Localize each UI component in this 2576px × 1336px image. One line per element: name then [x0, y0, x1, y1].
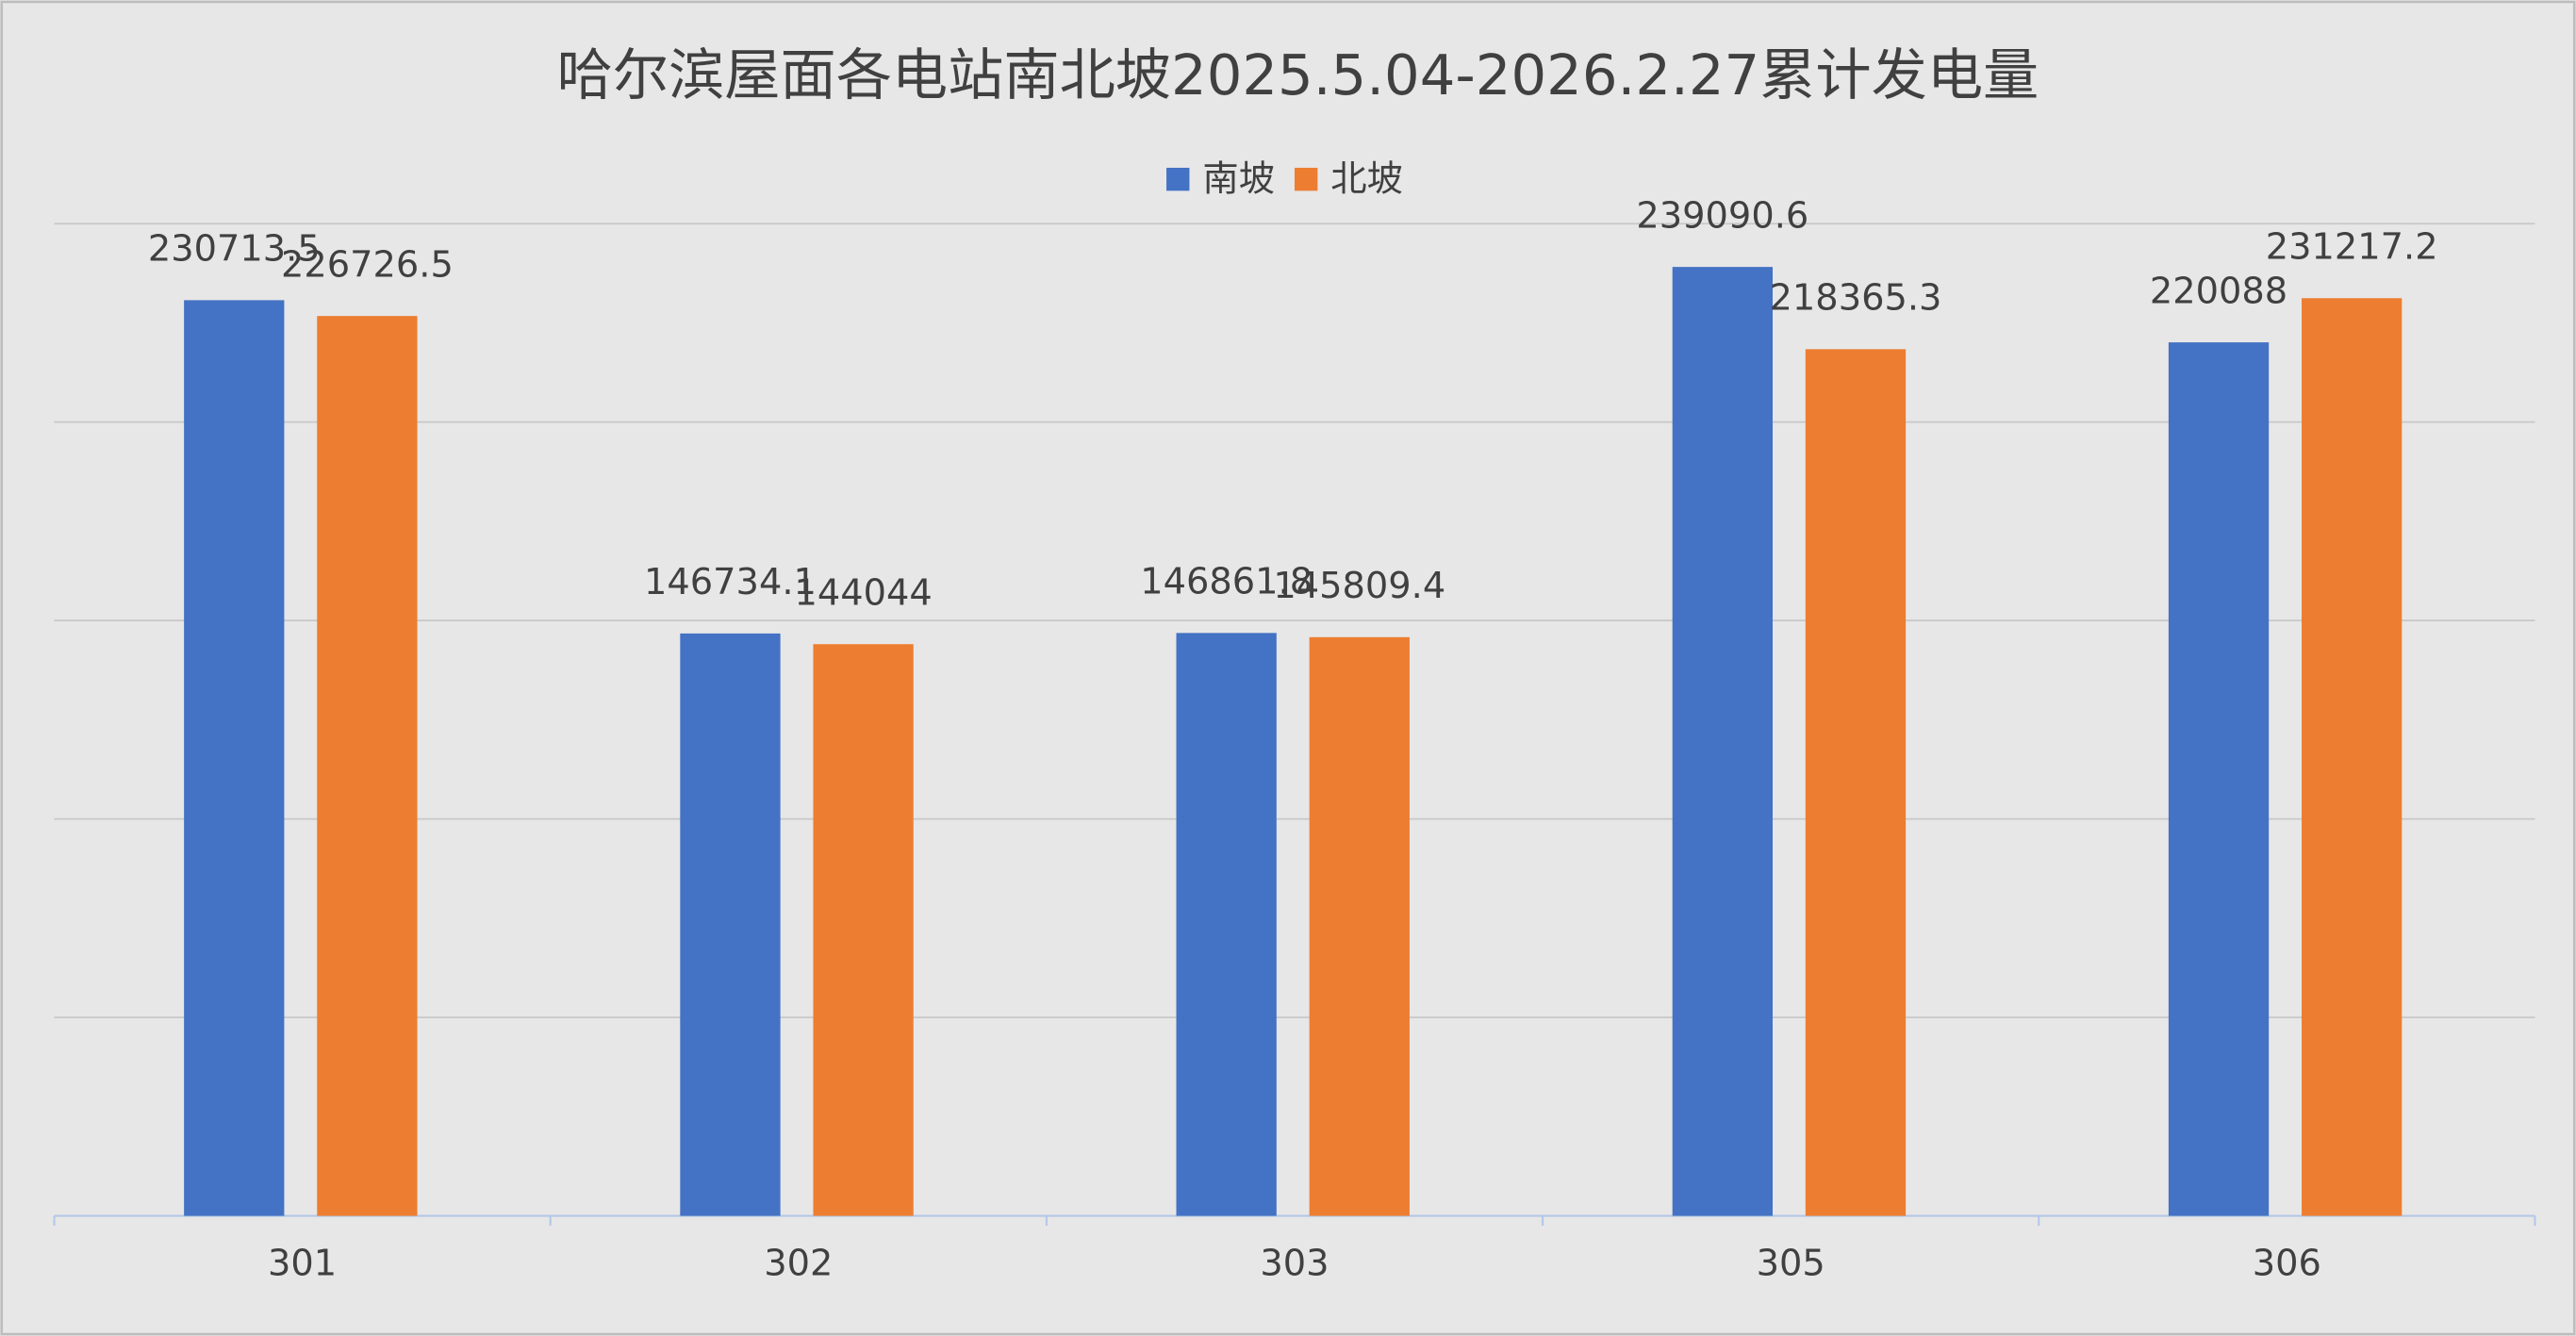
x-tick-label: 303	[1260, 1242, 1329, 1284]
chart-title: 哈尔滨屋面各电站南北坡2025.5.04-2026.2.27累计发电量	[557, 42, 2039, 107]
bar	[1176, 633, 1277, 1216]
data-label: 144044	[794, 571, 932, 614]
bar	[2168, 342, 2270, 1216]
bar	[317, 316, 418, 1216]
bar	[813, 644, 914, 1216]
legend: 南坡 北坡	[1166, 157, 1403, 200]
data-label: 146734.1	[644, 561, 817, 603]
x-tick-label: 301	[268, 1242, 337, 1284]
data-label: 220088	[2150, 270, 2287, 312]
x-tick-label: 305	[1757, 1242, 1825, 1284]
data-label: 218365.3	[1770, 277, 1942, 320]
bar	[2302, 298, 2403, 1216]
bar	[1805, 349, 1907, 1216]
legend-swatch	[1166, 167, 1190, 191]
legend-label: 南坡	[1202, 157, 1275, 200]
legend-label: 北坡	[1330, 157, 1403, 200]
data-label: 231217.2	[2266, 225, 2438, 268]
bar	[1309, 636, 1410, 1216]
data-label: 146861.8	[1140, 561, 1313, 603]
data-label: 145809.4	[1273, 565, 1445, 607]
x-tick-label: 306	[2253, 1242, 2321, 1284]
bar	[184, 300, 285, 1216]
bar	[680, 633, 781, 1216]
bar	[1672, 267, 1773, 1216]
data-label: 230713.5	[148, 228, 321, 271]
data-label: 226726.5	[281, 243, 454, 286]
legend-swatch	[1294, 167, 1318, 191]
x-tick-label: 302	[764, 1242, 833, 1284]
data-label: 239090.6	[1636, 194, 1808, 237]
